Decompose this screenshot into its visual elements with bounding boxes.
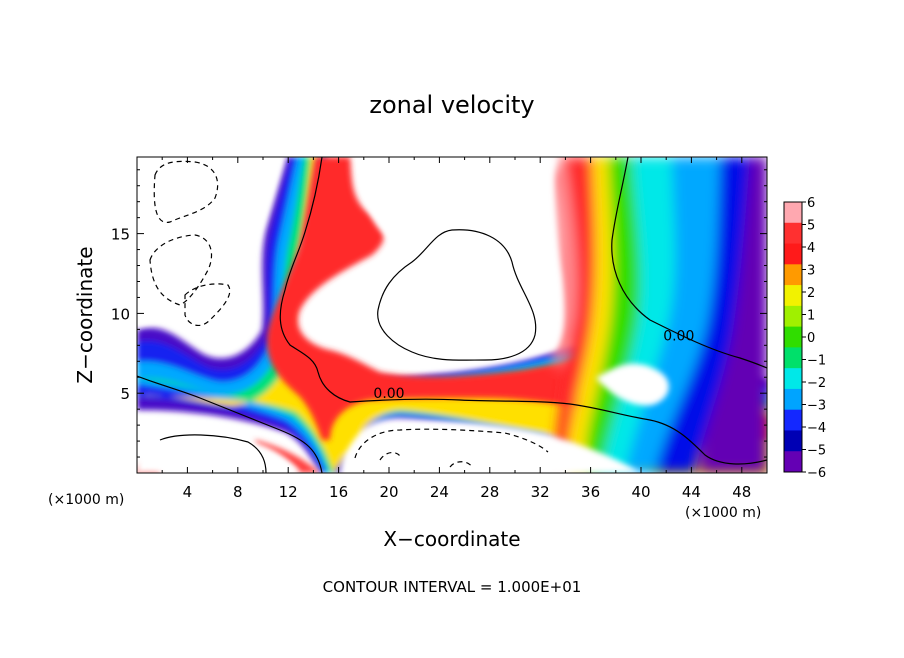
colorbar: 6 5 4 3 2 1 0 −1 −2 −3 −4 −5 −6	[783, 196, 826, 481]
colorbar-label-6: 0	[807, 331, 815, 346]
colorbar-swatch-11	[784, 430, 802, 452]
y-tick-label-1: 10	[111, 305, 130, 323]
x-tick-label-4: 20	[379, 483, 398, 501]
x-tick-label-3: 16	[329, 483, 348, 501]
x-tick-label-2: 12	[279, 483, 298, 501]
colorbar-label-2: 4	[807, 241, 815, 256]
x-tick-label-6: 28	[480, 483, 499, 501]
colorbar-label-5: 1	[807, 309, 815, 324]
shaded-band-right	[548, 157, 767, 473]
x-axis-label: X−coordinate	[383, 527, 520, 551]
plot-frame	[136, 156, 768, 474]
colorbar-swatch-3	[784, 264, 802, 286]
zero-contour-left	[137, 375, 323, 473]
zero-contour-main	[279, 157, 767, 465]
x-axis: 4 8 12 16 20 24 28 32 36 40 44 48	[161, 157, 751, 501]
colorbar-swatch-10	[784, 409, 802, 431]
colorbar-label-0: 6	[807, 196, 815, 211]
contour-label-0: 0.00	[373, 386, 404, 402]
colorbar-label-11: −5	[807, 444, 826, 459]
colorbar-label-12: −6	[807, 466, 826, 481]
x-tick-label-11: 48	[732, 483, 751, 501]
chart-title: zonal velocity	[369, 91, 534, 119]
x-tick-label-5: 24	[430, 483, 449, 501]
colorbar-swatch-8	[784, 368, 802, 390]
x-tick-label-8: 36	[581, 483, 600, 501]
colorbar-swatch-12	[784, 451, 802, 473]
y-tick-label-2: 15	[111, 226, 130, 244]
contour-interval-note: CONTOUR INTERVAL = 1.000E+01	[323, 578, 582, 596]
x-unit-left: (×1000 m)	[48, 492, 124, 508]
x-tick-label-10: 44	[682, 483, 701, 501]
y-axis: 5 10 15	[111, 169, 767, 458]
colorbar-label-3: 3	[807, 264, 815, 279]
colorbar-swatch-7	[784, 347, 802, 369]
negative-contours	[149, 160, 549, 468]
y-axis-label: Z−coordinate	[73, 246, 97, 383]
colorbar-swatch-4	[784, 285, 802, 307]
colorbar-label-8: −2	[807, 376, 826, 391]
y-tick-label-0: 5	[120, 385, 130, 403]
contour-label-layer: 0.00 0.00	[373, 329, 694, 402]
colorbar-label-1: 5	[807, 219, 815, 234]
zero-contour-bottom-left	[159, 434, 267, 473]
colorbar-label-4: 2	[807, 286, 815, 301]
colorbar-label-9: −3	[807, 399, 826, 414]
zero-contour-right	[611, 157, 767, 369]
colorbar-label-10: −4	[807, 421, 826, 436]
x-tick-label-7: 32	[531, 483, 550, 501]
contour-lines	[137, 157, 767, 473]
x-unit-right: (×1000 m)	[685, 505, 761, 521]
colorbar-swatch-5	[784, 305, 802, 328]
colorbar-swatch-9	[784, 388, 802, 411]
colorbar-label-7: −1	[807, 354, 826, 369]
zero-contour-closed	[377, 229, 537, 361]
plot-field: 0.00 0.00	[137, 157, 767, 473]
x-tick-label-9: 40	[631, 483, 650, 501]
x-tick-label-0: 4	[183, 483, 193, 501]
colorbar-swatch-6	[784, 326, 802, 348]
colorbar-swatch-1	[784, 222, 802, 245]
contour-label-1: 0.00	[663, 329, 694, 345]
colorbar-swatch-0	[784, 202, 802, 224]
zero-regions	[137, 157, 669, 473]
x-tick-label-1: 8	[233, 483, 243, 501]
colorbar-swatch-2	[784, 243, 802, 265]
